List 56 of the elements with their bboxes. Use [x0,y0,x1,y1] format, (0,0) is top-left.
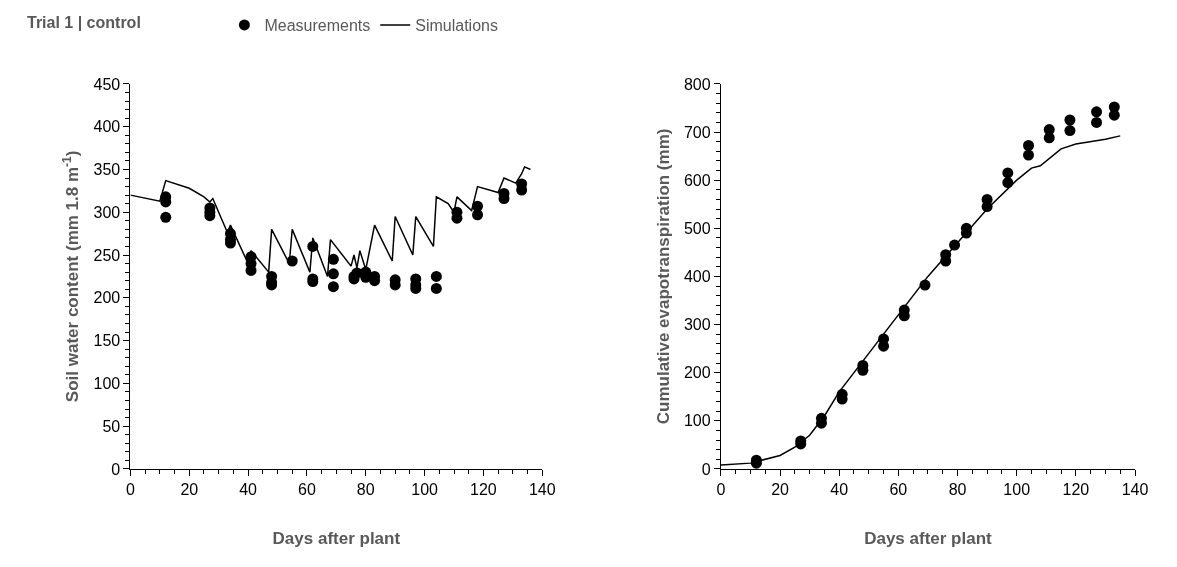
y-tick-label: 0 [701,460,711,478]
point [1043,132,1055,144]
y-tick-label: 400 [683,268,711,285]
point [1023,149,1035,161]
legend-label: Simulations [415,17,498,35]
legend-label: Measurements [264,17,371,35]
x-tick-label: 100 [1003,481,1031,499]
x-tick-label: 80 [948,481,967,499]
y-tick-label: 200 [93,289,121,307]
y-tick-label: 450 [93,75,121,93]
point [430,270,442,282]
x-tick-label: 140 [528,481,556,499]
point [327,281,339,293]
y-tick-label: 200 [683,364,711,382]
x-tick-label: 20 [180,481,199,499]
chart-title: Trial 1 | control [27,14,141,31]
x-tick-label: 140 [1121,481,1149,499]
y-tick-label: 800 [683,75,711,93]
x-axis-title: Days after plant [272,529,401,549]
point [327,268,339,280]
y-tick-label: 50 [102,417,121,435]
point [1064,114,1076,126]
point [1091,116,1103,128]
y-tick-label: 400 [93,118,121,136]
y-tick-label: 700 [683,123,711,141]
point [430,282,442,294]
y-tick-label: 0 [111,460,121,478]
x-tick-label: 100 [411,481,439,499]
y-tick-label: 250 [93,246,121,264]
point [1064,125,1076,137]
point [160,211,172,223]
x-tick-label: 40 [239,481,258,499]
x-tick-label: 60 [889,481,908,499]
y-axis-title: Cumulative evapotranspiration (mm) [653,128,673,425]
y-tick-label: 100 [93,374,121,392]
y-tick-label: 500 [683,219,711,237]
y-tick-label: 300 [683,316,711,334]
x-tick-label: 40 [830,481,849,499]
point [1002,177,1014,189]
y-tick-label: 300 [93,203,121,221]
point [472,209,484,221]
x-tick-label: 120 [470,481,497,499]
x-tick-label: 0 [125,481,135,499]
point [1091,106,1103,118]
y-tick-label: 350 [93,161,121,179]
y-tick-label: 150 [93,332,121,350]
point [1023,140,1035,151]
x-tick-label: 80 [356,481,375,499]
x-tick-label: 20 [771,481,790,499]
y-tick-label: 600 [683,171,711,189]
x-axis-title: Days after plant [864,529,993,549]
x-tick-label: 0 [716,481,726,499]
x-tick-label: 120 [1062,481,1090,499]
x-tick-label: 60 [298,481,316,499]
point [1002,167,1014,179]
y-tick-label: 100 [683,412,711,430]
